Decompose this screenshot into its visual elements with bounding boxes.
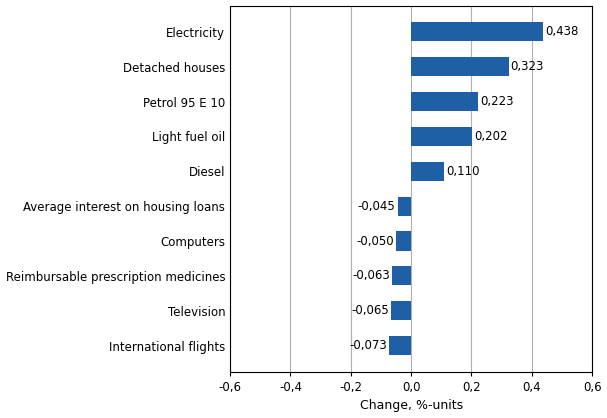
Text: -0,063: -0,063 xyxy=(352,269,390,283)
Text: -0,050: -0,050 xyxy=(356,234,394,247)
Bar xyxy=(389,336,411,355)
Bar xyxy=(411,162,444,181)
Bar xyxy=(411,57,509,76)
Text: 0,438: 0,438 xyxy=(545,25,578,38)
Bar xyxy=(392,301,411,320)
Text: 0,323: 0,323 xyxy=(510,60,544,73)
Bar xyxy=(392,266,411,285)
Text: 0,223: 0,223 xyxy=(481,95,514,108)
Text: -0,073: -0,073 xyxy=(349,339,387,352)
Bar xyxy=(398,196,411,216)
Text: 0,202: 0,202 xyxy=(474,130,507,143)
Bar xyxy=(411,22,543,41)
Text: 0,110: 0,110 xyxy=(446,165,480,178)
Text: -0,045: -0,045 xyxy=(358,200,395,213)
Text: -0,065: -0,065 xyxy=(351,304,389,317)
Bar xyxy=(396,232,411,251)
Bar xyxy=(411,92,478,111)
Bar xyxy=(411,127,472,146)
X-axis label: Change, %-units: Change, %-units xyxy=(359,400,463,413)
